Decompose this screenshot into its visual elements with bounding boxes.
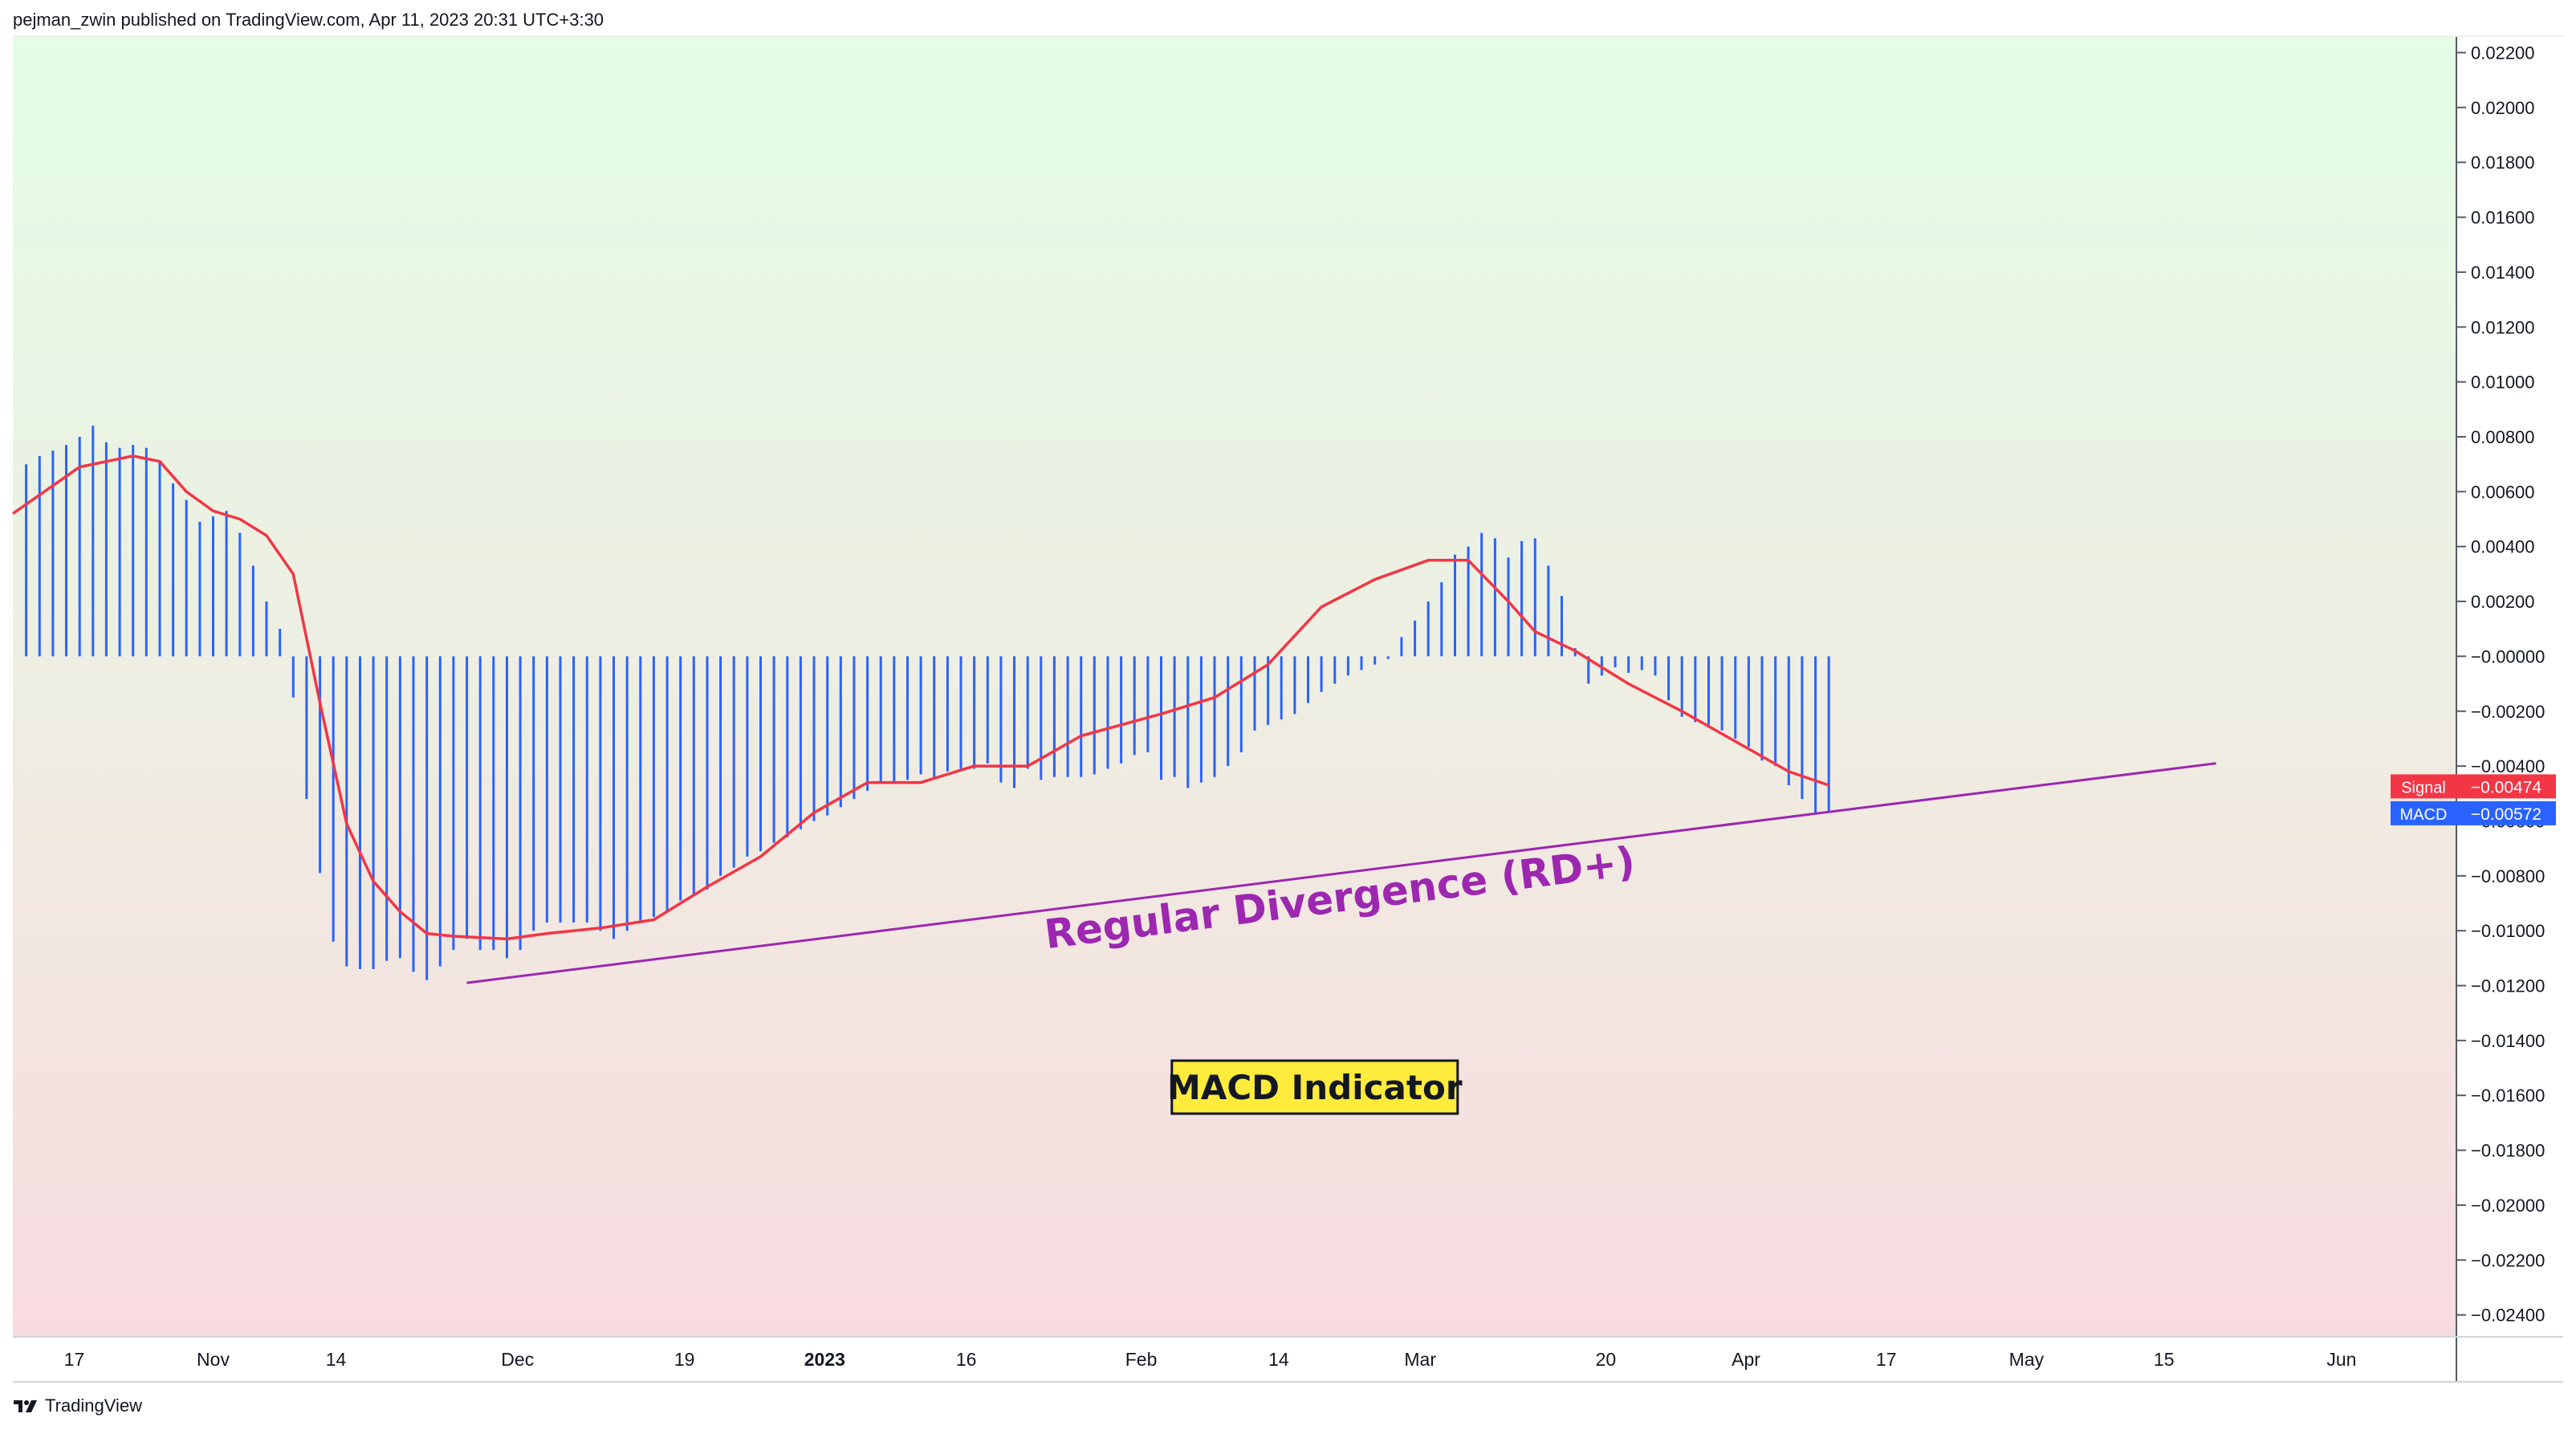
- price-label-value-box: [2456, 801, 2556, 825]
- price-label-name-box: [2391, 801, 2456, 825]
- time-tick-label: Dec: [501, 1349, 534, 1370]
- price-tick-label: 0.00800: [2471, 427, 2535, 447]
- price-tick-label: −0.02400: [2471, 1306, 2545, 1326]
- price-tick-label: −0.02200: [2471, 1250, 2545, 1270]
- price-tick-label: 0.01600: [2471, 208, 2535, 228]
- time-tick-label: Feb: [1125, 1349, 1158, 1370]
- time-tick-label: 16: [956, 1349, 977, 1370]
- time-tick-label: 19: [674, 1349, 695, 1370]
- price-label-name: MACD: [2400, 806, 2448, 824]
- price-tick-label: −0.02000: [2471, 1196, 2545, 1216]
- price-label-value-box: [2456, 774, 2556, 799]
- macd-indicator-box: [1170, 1059, 1459, 1115]
- time-tick-label: 20: [1596, 1349, 1617, 1370]
- tradingview-brand-text: TradingView: [45, 1395, 143, 1416]
- time-tick-label: 14: [326, 1349, 347, 1370]
- price-tick-label: −0.01800: [2471, 1141, 2545, 1161]
- price-tick-label: −0.01600: [2471, 1086, 2545, 1106]
- published-info: pejman_zwin published on TradingView.com…: [13, 10, 604, 30]
- price-label-value: −0.00572: [2471, 805, 2541, 824]
- tradingview-logo-icon: [14, 1400, 37, 1412]
- time-tick-label: 14: [1268, 1349, 1289, 1370]
- price-label-value: −0.00474: [2471, 778, 2541, 796]
- time-axis-background: [13, 1337, 2456, 1382]
- time-tick-label: Jun: [2326, 1349, 2356, 1370]
- price-tick-label: 0.01000: [2471, 373, 2535, 393]
- divergence-trendline[interactable]: [466, 762, 2216, 984]
- tradingview-brand[interactable]: TradingView: [13, 1395, 142, 1416]
- price-labels: Signal −0.00474 MACD −0.00572: [2391, 774, 2556, 825]
- time-tick-label: 17: [1876, 1349, 1897, 1370]
- price-tick-label: −0.00400: [2471, 756, 2545, 776]
- time-tick-label: 15: [2154, 1349, 2175, 1370]
- price-tick-label: 0.02000: [2471, 98, 2535, 118]
- macd-indicator-label[interactable]: MACD Indicator: [1167, 1059, 1463, 1115]
- price-tick-label: −0.01400: [2471, 1031, 2545, 1051]
- time-tick-label: May: [2009, 1349, 2045, 1370]
- macd-histogram: [25, 426, 1830, 980]
- price-tick-label: −0.00800: [2471, 866, 2545, 886]
- price-tick-label: −0.00200: [2471, 702, 2545, 722]
- price-tick-label: 0.00600: [2471, 482, 2535, 502]
- signal-line: [11, 454, 1829, 941]
- price-label-name: Signal: [2401, 779, 2446, 796]
- price-tick-label: −0.01000: [2471, 921, 2545, 941]
- price-tick-label: 0.00400: [2471, 537, 2535, 557]
- price-tick-label: 0.00200: [2471, 592, 2535, 612]
- time-tick-label: Nov: [197, 1349, 230, 1370]
- price-tick-label: −0.01200: [2471, 976, 2545, 996]
- price-tick-label: 0.01400: [2471, 263, 2535, 283]
- price-tick-label: −0.00000: [2471, 646, 2545, 666]
- price-axis[interactable]: 0.02200 0.02000 0.01800 0.01600 0.01400 0.012…: [2456, 43, 2545, 1326]
- time-tick-label: Apr: [1732, 1349, 1760, 1370]
- time-axis[interactable]: 17 Nov 14 Dec 19 2023 16 Feb 14 Mar 20 Apr 17 May 15 Ju…: [64, 1349, 2357, 1370]
- price-label-name-box: [2391, 774, 2456, 799]
- macd-indicator-text: MACD Indicator: [1167, 1068, 1463, 1107]
- time-tick-label: 17: [64, 1349, 85, 1370]
- price-tick-label: 0.01200: [2471, 317, 2535, 337]
- time-tick-label: Mar: [1404, 1349, 1436, 1370]
- price-tick-label: 0.02200: [2471, 43, 2535, 63]
- time-tick-label: 2023: [804, 1349, 845, 1370]
- price-tick-label: 0.01800: [2471, 153, 2535, 173]
